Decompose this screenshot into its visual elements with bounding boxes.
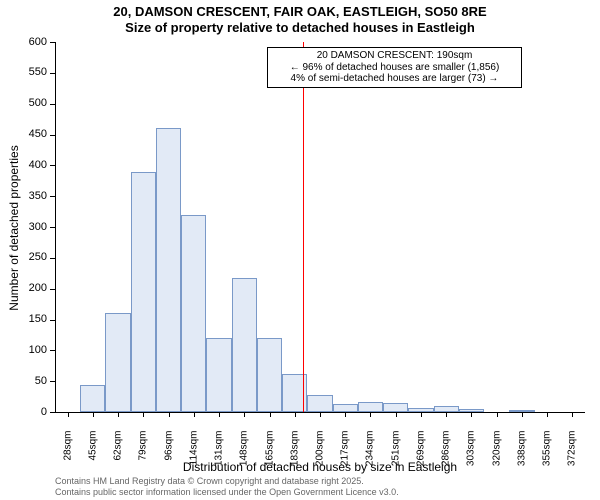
x-tick — [572, 412, 573, 417]
histogram-bar — [80, 385, 105, 412]
x-tick — [68, 412, 69, 417]
y-tick — [50, 73, 55, 74]
x-tick — [143, 412, 144, 417]
x-tick-label: 79sqm — [138, 431, 149, 481]
x-tick — [497, 412, 498, 417]
y-tick — [50, 320, 55, 321]
x-tick-label: 148sqm — [239, 431, 250, 481]
y-tick-label: 550 — [0, 66, 47, 78]
x-tick-label: 96sqm — [163, 431, 174, 481]
y-tick-label: 600 — [0, 36, 47, 48]
x-tick — [471, 412, 472, 417]
x-tick — [219, 412, 220, 417]
y-tick-label: 350 — [0, 190, 47, 202]
x-tick-label: 62sqm — [113, 431, 124, 481]
y-tick-label: 300 — [0, 221, 47, 233]
x-tick-label: 114sqm — [188, 431, 199, 481]
y-tick — [50, 258, 55, 259]
y-tick-label: 100 — [0, 344, 47, 356]
x-tick — [194, 412, 195, 417]
histogram-bar — [257, 338, 282, 412]
annotation-line: ← 96% of detached houses are smaller (1,… — [272, 62, 517, 74]
x-tick-label: 286sqm — [441, 431, 452, 481]
x-tick — [370, 412, 371, 417]
x-tick-label: 200sqm — [315, 431, 326, 481]
y-tick-label: 0 — [0, 406, 47, 418]
x-tick — [320, 412, 321, 417]
x-tick — [421, 412, 422, 417]
attribution-line2: Contains public sector information licen… — [55, 487, 399, 497]
y-tick — [50, 289, 55, 290]
histogram-bar — [105, 313, 130, 412]
x-tick-label: 372sqm — [567, 431, 578, 481]
x-tick — [118, 412, 119, 417]
x-tick — [244, 412, 245, 417]
x-tick-label: 28sqm — [62, 431, 73, 481]
x-tick — [446, 412, 447, 417]
x-tick — [547, 412, 548, 417]
y-tick-label: 450 — [0, 128, 47, 140]
plot-area — [55, 42, 585, 412]
x-tick-label: 251sqm — [390, 431, 401, 481]
histogram-bar — [181, 215, 206, 412]
y-tick — [50, 412, 55, 413]
x-tick — [93, 412, 94, 417]
y-tick — [50, 135, 55, 136]
chart-title-line1: 20, DAMSON CRESCENT, FAIR OAK, EASTLEIGH… — [0, 4, 600, 19]
y-tick — [50, 104, 55, 105]
annotation-line: 20 DAMSON CRESCENT: 190sqm — [272, 50, 517, 62]
x-tick — [169, 412, 170, 417]
histogram-bar — [333, 404, 358, 412]
histogram-bar — [358, 402, 383, 412]
histogram-bar — [232, 278, 257, 412]
histogram-chart: 20, DAMSON CRESCENT, FAIR OAK, EASTLEIGH… — [0, 0, 600, 500]
histogram-bar — [131, 172, 156, 413]
histogram-bar — [206, 338, 231, 412]
x-tick-label: 183sqm — [289, 431, 300, 481]
x-tick — [522, 412, 523, 417]
y-tick — [50, 227, 55, 228]
annotation-line: 4% of semi-detached houses are larger (7… — [272, 73, 517, 85]
x-tick-label: 303sqm — [466, 431, 477, 481]
histogram-bar — [383, 403, 408, 412]
y-tick — [50, 350, 55, 351]
y-tick — [50, 381, 55, 382]
x-tick-label: 45sqm — [87, 431, 98, 481]
y-tick-label: 400 — [0, 159, 47, 171]
y-tick — [50, 165, 55, 166]
histogram-bar — [156, 128, 181, 412]
reference-line — [303, 42, 304, 412]
x-tick-label: 269sqm — [415, 431, 426, 481]
y-tick-label: 500 — [0, 97, 47, 109]
chart-title-line2: Size of property relative to detached ho… — [0, 20, 600, 35]
x-tick — [396, 412, 397, 417]
x-tick-label: 131sqm — [214, 431, 225, 481]
y-tick-label: 200 — [0, 282, 47, 294]
histogram-bar — [307, 395, 332, 412]
y-tick — [50, 196, 55, 197]
y-tick-label: 50 — [0, 375, 47, 387]
annotation-box: 20 DAMSON CRESCENT: 190sqm← 96% of detac… — [267, 47, 522, 88]
x-tick-label: 165sqm — [264, 431, 275, 481]
histogram-bar — [282, 374, 307, 412]
x-tick — [295, 412, 296, 417]
y-tick — [50, 42, 55, 43]
y-axis-line — [55, 42, 56, 412]
x-tick-label: 320sqm — [491, 431, 502, 481]
x-tick-label: 355sqm — [542, 431, 553, 481]
x-tick — [270, 412, 271, 417]
x-tick-label: 234sqm — [365, 431, 376, 481]
y-tick-label: 250 — [0, 251, 47, 263]
x-tick-label: 338sqm — [516, 431, 527, 481]
x-tick-label: 217sqm — [340, 431, 351, 481]
y-tick-label: 150 — [0, 313, 47, 325]
x-tick — [345, 412, 346, 417]
